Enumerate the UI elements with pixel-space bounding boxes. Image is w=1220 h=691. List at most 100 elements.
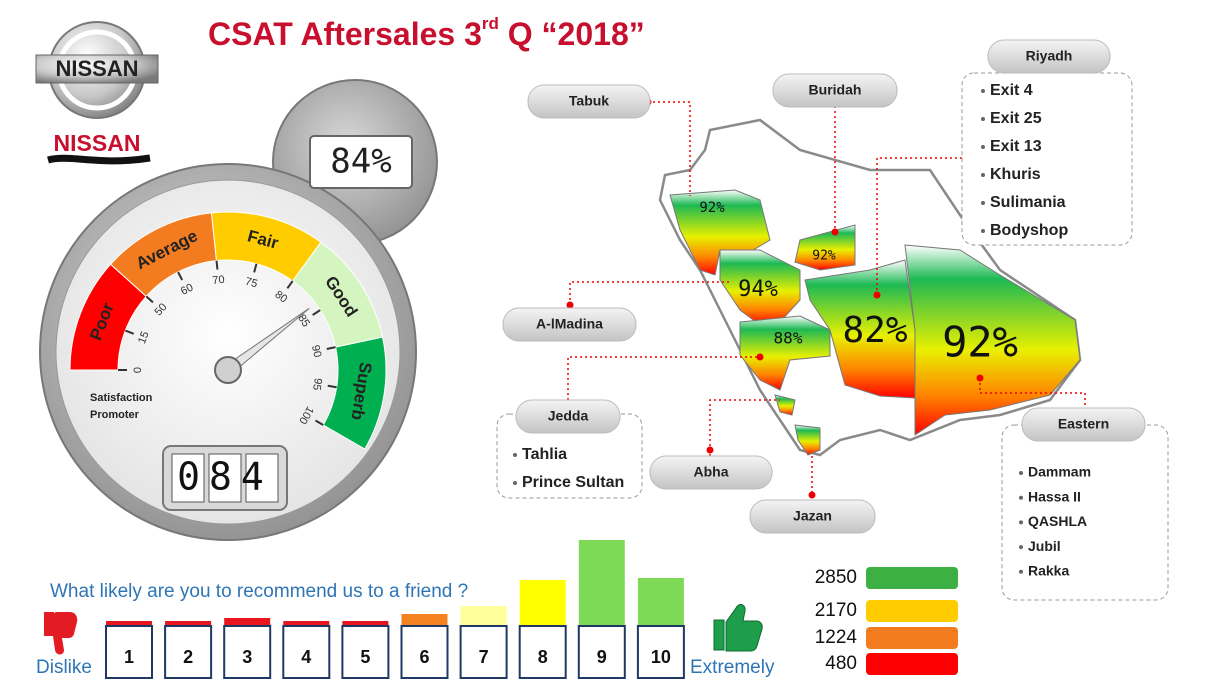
callout-pill <box>502 307 637 342</box>
callout-name: Tabuk <box>569 93 609 109</box>
bar <box>342 621 389 628</box>
map-region <box>794 224 856 271</box>
legend-swatch <box>866 627 958 649</box>
callout-name: Buridah <box>809 82 862 98</box>
bullet <box>1019 520 1023 525</box>
callout-pill <box>515 399 621 434</box>
bar <box>165 621 212 628</box>
gauge-tick-label: 70 <box>212 274 225 287</box>
title-main: CSAT Aftersales 3 <box>208 16 482 52</box>
callout-item: Prince Sultan <box>522 474 624 491</box>
callout-name: Jazan <box>793 508 832 524</box>
leader-dot <box>756 353 764 361</box>
gauge-tick <box>177 271 184 281</box>
bar <box>578 540 625 628</box>
left-label: Dislike <box>36 657 92 678</box>
legend-value: 2170 <box>815 600 857 621</box>
bullet <box>981 89 985 93</box>
callout-box <box>496 413 643 499</box>
gauge-tick <box>327 384 337 389</box>
callout-pill <box>1021 407 1146 442</box>
score-box <box>223 625 272 679</box>
logo-bar <box>35 54 159 84</box>
callout-item: Sulimania <box>990 194 1066 211</box>
callout-pill <box>749 499 876 534</box>
leader-line <box>876 157 962 295</box>
leader-dot <box>566 301 574 309</box>
callout-pill <box>772 73 898 108</box>
score-box <box>105 625 153 679</box>
logo: NISSAN <box>35 21 159 119</box>
bullet <box>513 481 517 485</box>
thumbs-down-shape <box>44 612 78 655</box>
leader-line <box>648 101 691 196</box>
leader-dot <box>808 491 816 499</box>
region-score: 88% <box>774 329 803 348</box>
score-box <box>164 625 213 679</box>
score-box <box>636 625 685 679</box>
score-label: 8 <box>538 647 548 667</box>
bullet <box>981 173 985 177</box>
legend-value: 1224 <box>815 627 858 648</box>
legend-swatch <box>866 600 958 622</box>
callout-item: Rakka <box>1028 563 1069 579</box>
score-label: 6 <box>419 647 429 667</box>
callout-item: Bodyshop <box>990 222 1068 239</box>
gauge-tick-label: 95 <box>310 377 324 391</box>
callout-item: QASHLA <box>1028 513 1087 529</box>
legend-value: 2850 <box>815 567 857 588</box>
gauge-tick-label: 15 <box>136 330 152 346</box>
bar <box>224 618 271 628</box>
callout-name: A-lMadina <box>536 316 603 332</box>
leader-line <box>567 356 760 400</box>
callout-item: Exit 25 <box>990 110 1042 127</box>
region-score: 92% <box>699 200 725 216</box>
redaction <box>47 154 151 165</box>
bullet <box>1019 471 1023 475</box>
score-label: 2 <box>183 647 193 667</box>
score-label: 9 <box>597 647 607 667</box>
counter-value: 084 <box>177 455 273 499</box>
callout-item: Tahlia <box>522 446 567 463</box>
score-box <box>518 625 567 679</box>
leader-line <box>569 281 730 305</box>
score-label: 5 <box>360 647 370 667</box>
bar <box>106 621 152 628</box>
title-sup: rd <box>482 14 499 33</box>
gauge-tick <box>326 346 336 350</box>
bullet <box>1019 545 1023 550</box>
leader-dot <box>706 446 714 454</box>
map-region <box>794 424 821 456</box>
score-box <box>400 625 449 679</box>
counter-cell <box>208 453 242 503</box>
score-label: 10 <box>651 647 671 667</box>
gauge-tick-label: 75 <box>244 276 259 291</box>
thumbs-up-shape <box>713 603 763 652</box>
map-region <box>804 259 916 399</box>
gauge-tick <box>312 309 321 316</box>
bullet <box>981 117 985 121</box>
question: What likely are you to recommend us to a… <box>50 581 468 602</box>
legend-value: 480 <box>825 653 857 674</box>
score-label: 1 <box>124 647 134 667</box>
title: CSAT Aftersales 3rd Q “2018” <box>208 14 645 52</box>
gauge-tick <box>145 295 154 304</box>
gauge-tick <box>124 329 135 335</box>
bullet <box>981 145 985 149</box>
callout-item: Dammam <box>1028 464 1091 480</box>
bullet <box>981 201 985 205</box>
display-value: 84% <box>330 142 391 182</box>
bullet <box>981 229 985 233</box>
bullet <box>1019 569 1023 574</box>
callout-name: Eastern <box>1058 416 1109 432</box>
region-score: 94% <box>738 277 778 302</box>
callout-name: Abha <box>694 464 729 480</box>
score-box <box>341 625 390 679</box>
gauge-tick-label: 0 <box>132 367 144 373</box>
callout-pill <box>527 84 651 119</box>
gauge-tick <box>215 260 219 270</box>
callout-item: Jubil <box>1028 538 1061 554</box>
leader-dot <box>831 228 839 236</box>
gauge-tick <box>253 263 258 273</box>
